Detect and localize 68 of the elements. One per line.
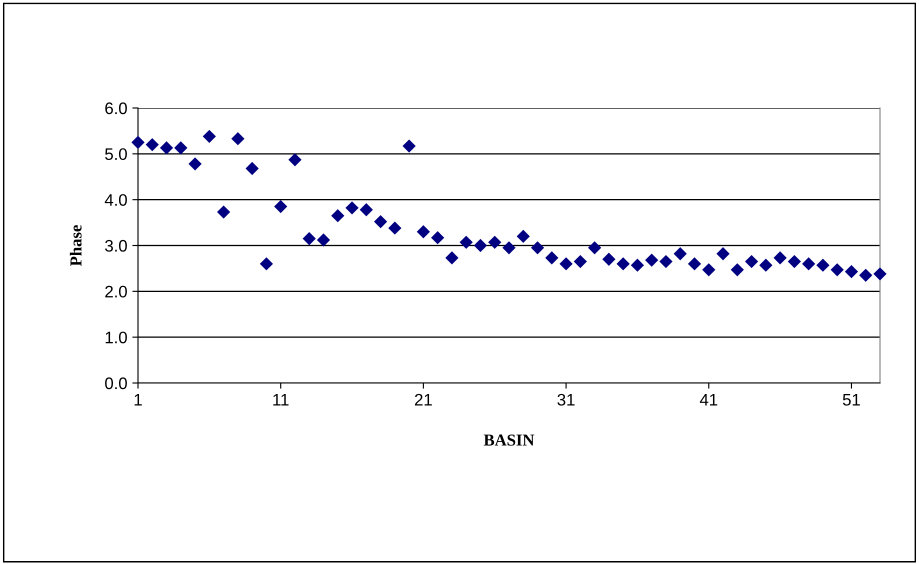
point xyxy=(345,201,359,215)
point xyxy=(574,254,587,268)
point xyxy=(502,241,516,254)
point xyxy=(260,257,274,270)
point xyxy=(131,136,145,149)
point xyxy=(331,209,344,222)
x-tick-label: 51 xyxy=(842,394,860,406)
point xyxy=(830,263,844,276)
y-tick-label: 0.0 xyxy=(105,377,127,390)
point xyxy=(630,258,644,272)
y-tick-label: 4.0 xyxy=(104,194,127,206)
point xyxy=(816,258,830,272)
point xyxy=(231,132,244,146)
point xyxy=(559,257,573,270)
point xyxy=(288,153,302,166)
point xyxy=(174,141,188,154)
y-tick-label: 2.0 xyxy=(105,286,127,298)
point xyxy=(659,254,673,268)
x-axis-title: BASIN xyxy=(484,434,534,446)
point xyxy=(616,257,630,270)
point xyxy=(674,247,687,260)
y-tick-label: 3.0 xyxy=(105,240,127,252)
point xyxy=(873,267,887,281)
x-tick-label: 11 xyxy=(273,394,289,406)
point xyxy=(588,241,602,254)
point xyxy=(645,254,658,267)
point xyxy=(844,265,858,278)
point xyxy=(516,230,530,243)
point xyxy=(744,254,758,268)
y-axis-title: Phase xyxy=(70,225,82,266)
point xyxy=(730,263,744,276)
point xyxy=(759,258,772,272)
point xyxy=(774,251,787,264)
point xyxy=(445,251,459,264)
point xyxy=(374,215,388,228)
point xyxy=(316,233,330,247)
point xyxy=(431,231,444,244)
y-tick-label: 6.0 xyxy=(105,102,127,114)
x-tick-label: 21 xyxy=(414,394,432,406)
x-tick-label: 41 xyxy=(700,394,718,406)
point xyxy=(188,157,202,171)
point xyxy=(416,225,430,238)
y-tick-label: 1.0 xyxy=(106,332,127,344)
point xyxy=(217,205,230,219)
point xyxy=(460,236,473,249)
point xyxy=(602,252,616,266)
point xyxy=(402,139,416,153)
y-tick-label: 5.0 xyxy=(105,148,127,160)
point xyxy=(716,247,730,260)
x-tick-label: 1 xyxy=(134,394,142,406)
point xyxy=(530,241,544,254)
point xyxy=(302,232,316,246)
point xyxy=(688,257,702,270)
point xyxy=(474,238,488,252)
point xyxy=(859,268,872,282)
point xyxy=(246,162,259,176)
point xyxy=(488,236,502,249)
point xyxy=(202,130,216,144)
point xyxy=(146,138,159,152)
point xyxy=(388,221,402,235)
point xyxy=(360,203,373,216)
point xyxy=(274,200,288,214)
point xyxy=(788,254,801,268)
point xyxy=(160,141,174,154)
point xyxy=(802,257,816,270)
x-tick-label: 31 xyxy=(557,394,575,406)
point xyxy=(545,251,558,264)
point xyxy=(702,263,716,276)
